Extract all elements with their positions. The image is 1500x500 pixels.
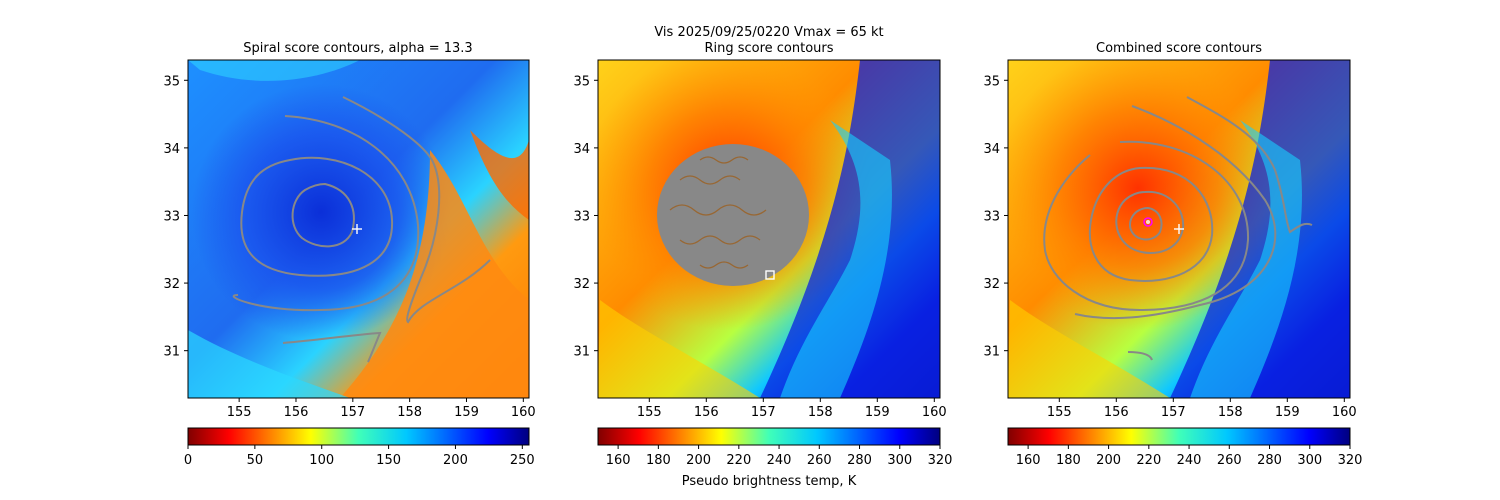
x-tick-label: 157 bbox=[1161, 405, 1186, 420]
colorbar-tick-label: 200 bbox=[1096, 453, 1121, 468]
colorbar-tick-label: 150 bbox=[376, 453, 401, 468]
plot-frame bbox=[187, 59, 530, 399]
colorbar-tick-label: 280 bbox=[1257, 453, 1282, 468]
y-tick-label: 35 bbox=[163, 74, 180, 89]
figure-suptitle: Vis 2025/09/25/0220 Vmax = 65 kt bbox=[654, 25, 883, 40]
colorbar-tick-label: 300 bbox=[1297, 453, 1322, 468]
panel-title: Combined score contours bbox=[1096, 41, 1262, 56]
y-tick-label: 31 bbox=[163, 345, 180, 360]
plot-frame bbox=[597, 59, 941, 399]
x-tick-label: 158 bbox=[808, 405, 833, 420]
x-tick-label: 160 bbox=[511, 405, 536, 420]
x-tick-label: 156 bbox=[1104, 405, 1129, 420]
circle-marker bbox=[1143, 217, 1153, 227]
x-tick-label: 156 bbox=[694, 405, 719, 420]
colorbar-tick-label: 250 bbox=[510, 453, 535, 468]
y-tick-label: 33 bbox=[573, 209, 590, 224]
y-tick-label: 34 bbox=[573, 142, 590, 157]
y-tick-label: 31 bbox=[983, 345, 1000, 360]
colorbar-tick-label: 240 bbox=[767, 453, 792, 468]
panel-ring: Ring score contours 155 156 157 158 159 160 3… bbox=[573, 41, 952, 489]
colorbar-tick-label: 100 bbox=[309, 453, 334, 468]
colorbar-tick-label: 180 bbox=[646, 453, 671, 468]
colorbar-tick-label: 220 bbox=[726, 453, 751, 468]
x-tick-label: 159 bbox=[865, 405, 890, 420]
x-axis: 155 156 157 158 159 160 bbox=[1047, 398, 1357, 420]
y-tick-label: 34 bbox=[983, 142, 1000, 157]
y-tick-label: 33 bbox=[163, 209, 180, 224]
colorbar: 160 180 200 220 240 260 280 300 320 bbox=[597, 427, 953, 468]
y-tick-label: 31 bbox=[573, 345, 590, 360]
x-tick-label: 158 bbox=[1218, 405, 1243, 420]
colorbar: 160 180 200 220 240 260 280 300 320 bbox=[1007, 427, 1363, 468]
colorbar-tick-label: 160 bbox=[1016, 453, 1041, 468]
x-tick-label: 159 bbox=[454, 405, 479, 420]
ring-score-region bbox=[657, 144, 809, 286]
colorbar-tick-label: 320 bbox=[1338, 453, 1363, 468]
x-tick-label: 155 bbox=[227, 405, 252, 420]
colorbar-tick-label: 260 bbox=[1217, 453, 1242, 468]
panel-title: Spiral score contours, alpha = 13.3 bbox=[243, 41, 472, 56]
y-tick-label: 32 bbox=[163, 277, 180, 292]
y-tick-label: 32 bbox=[573, 277, 590, 292]
y-tick-label: 32 bbox=[983, 277, 1000, 292]
plus-marker bbox=[1174, 224, 1184, 234]
colorbar-label: Pseudo brightness temp, K bbox=[682, 474, 857, 489]
combined-contours bbox=[1043, 96, 1313, 361]
y-tick-label: 34 bbox=[163, 142, 180, 157]
x-tick-label: 158 bbox=[397, 405, 422, 420]
panel-spiral: Spiral score contours, alpha = 13.3 155 1… bbox=[163, 41, 535, 468]
colorbar: 0 50 100 150 200 250 bbox=[184, 427, 535, 468]
x-tick-label: 157 bbox=[751, 405, 776, 420]
colorbar-tick-label: 300 bbox=[887, 453, 912, 468]
colorbar-tick-label: 260 bbox=[807, 453, 832, 468]
x-tick-label: 157 bbox=[340, 405, 365, 420]
x-tick-label: 159 bbox=[1275, 405, 1300, 420]
colorbar-tick-label: 280 bbox=[847, 453, 872, 468]
plus-marker bbox=[352, 224, 362, 234]
x-tick-label: 155 bbox=[1047, 405, 1072, 420]
x-tick-label: 156 bbox=[284, 405, 309, 420]
colorbar-tick-label: 200 bbox=[686, 453, 711, 468]
y-tick-label: 35 bbox=[573, 74, 590, 89]
x-tick-label: 155 bbox=[637, 405, 662, 420]
colorbar-tick-label: 50 bbox=[247, 453, 264, 468]
x-axis: 155 156 157 158 159 160 bbox=[637, 398, 947, 420]
square-marker bbox=[765, 270, 775, 280]
colorbar-tick-label: 200 bbox=[443, 453, 468, 468]
colorbar-tick-label: 320 bbox=[928, 453, 953, 468]
x-tick-label: 160 bbox=[922, 405, 947, 420]
x-tick-label: 160 bbox=[1332, 405, 1357, 420]
colorbar-tick-label: 220 bbox=[1136, 453, 1161, 468]
y-tick-label: 33 bbox=[983, 209, 1000, 224]
x-axis: 155 156 157 158 159 160 bbox=[227, 398, 536, 420]
colorbar-tick-label: 180 bbox=[1056, 453, 1081, 468]
colorbar-tick-label: 0 bbox=[184, 453, 192, 468]
panel-title: Ring score contours bbox=[704, 41, 833, 56]
y-axis: 31 32 33 34 35 bbox=[573, 74, 598, 360]
colorbar-tick-label: 160 bbox=[606, 453, 631, 468]
y-tick-label: 35 bbox=[983, 74, 1000, 89]
colorbar-tick-label: 240 bbox=[1177, 453, 1202, 468]
plot-frame bbox=[1007, 59, 1351, 399]
spiral-contours bbox=[232, 96, 491, 363]
panel-combined: Combined score contours 155 156 157 158 159 1… bbox=[983, 41, 1362, 468]
y-axis: 31 32 33 34 35 bbox=[983, 74, 1008, 360]
y-axis: 31 32 33 34 35 bbox=[163, 74, 188, 360]
